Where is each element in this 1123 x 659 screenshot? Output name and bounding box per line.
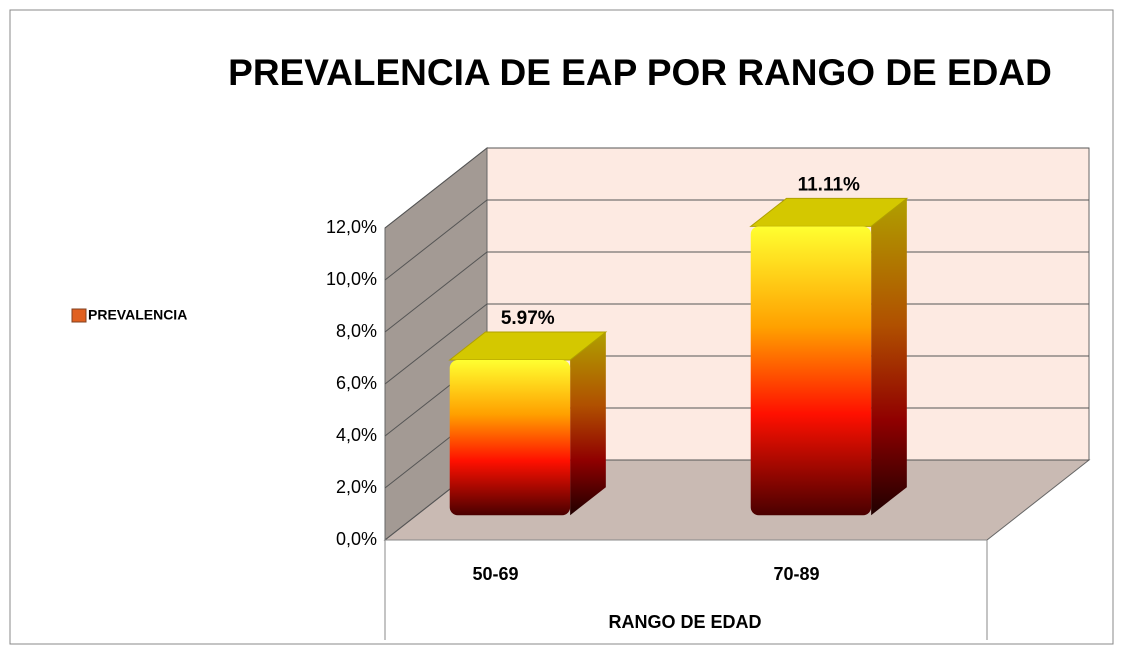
bar-side [570,331,606,516]
y-tick-label: 10,0% [326,269,377,289]
data-label: 5.97% [501,308,555,329]
x-tick-label: 50-69 [472,564,518,584]
x-tick-label: 70-89 [773,564,819,584]
bar [449,359,571,516]
y-tick-label: 8,0% [336,321,377,341]
y-tick-label: 4,0% [336,425,377,445]
bar-side [871,198,907,516]
y-tick-label: 12,0% [326,217,377,237]
y-tick-label: 2,0% [336,477,377,497]
data-label: 11.11% [798,174,860,195]
y-tick-label: 6,0% [336,373,377,393]
grid-line [384,147,1089,229]
bar [750,226,872,516]
legend-swatch [71,308,87,323]
x-axis-title: RANGO DE EDAD [608,612,761,632]
chart-title: PREVALENCIA DE EAP POR RANGO DE EDAD [228,52,1052,93]
legend-label: PREVALENCIA [88,307,187,323]
y-tick-label: 0,0% [336,529,377,549]
